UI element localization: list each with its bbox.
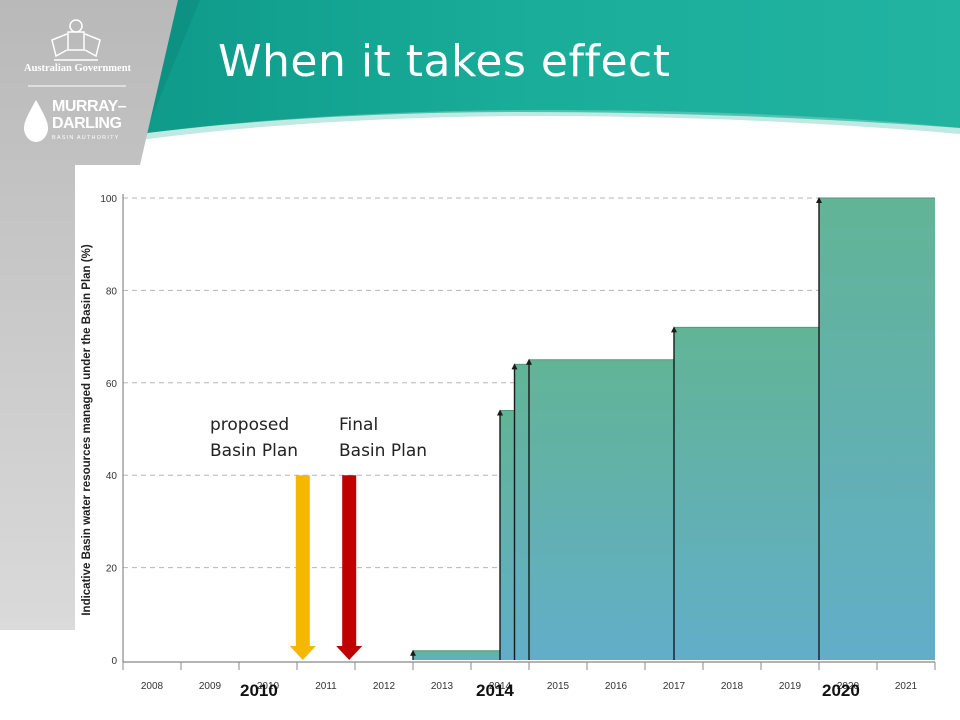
x-tick-label: 2014 <box>489 681 512 692</box>
y-tick-label: 20 <box>106 564 118 575</box>
step-riser-arrowhead <box>526 358 532 365</box>
x-tick-label: 2012 <box>373 681 396 692</box>
y-axis-label: Indicative Basin water resources managed… <box>81 244 93 615</box>
plan-marker-arrow <box>289 475 316 660</box>
government-name: Australian Government <box>24 63 132 74</box>
area-step <box>674 327 819 660</box>
proposed-plan-line1: proposed <box>210 415 290 435</box>
chart: 0 20 40 60 80 100 2008 2009 2010 2011 2012 2013 201… <box>81 194 936 692</box>
step-riser-arrowhead <box>410 649 416 656</box>
x-tick-label: 2010 <box>257 681 280 692</box>
coat-of-arms-icon <box>51 19 101 61</box>
step-riser-arrowhead <box>511 363 518 370</box>
year-callout-2014: 2014 <box>476 681 514 700</box>
step-riser-arrowhead <box>671 326 677 333</box>
x-tick-label: 2021 <box>895 681 918 692</box>
x-tick-label: 2019 <box>779 681 802 692</box>
y-tick-label: 80 <box>106 286 118 297</box>
area-step <box>413 650 500 660</box>
final-plan-line2: Basin Plan <box>339 441 428 461</box>
header-wave <box>140 110 960 140</box>
plan-marker-arrow <box>336 475 363 660</box>
year-callout-2010: 2010 <box>240 681 278 700</box>
area-step <box>529 359 674 660</box>
area-step <box>500 410 515 660</box>
y-tick-label: 60 <box>106 379 118 390</box>
y-tick-label: 0 <box>111 656 117 667</box>
area-step <box>514 364 529 660</box>
authority-name-line3: BASIN AUTHORITY <box>52 135 120 141</box>
final-plan-annotation: Final Basin Plan <box>339 412 427 464</box>
x-tick-label: 2013 <box>431 681 454 692</box>
x-tick-label: 2008 <box>141 681 164 692</box>
x-tick-label: 2009 <box>199 681 222 692</box>
x-tick-label: 2011 <box>315 681 337 692</box>
authority-name-line2: DARLING <box>52 115 122 132</box>
y-tick-label: 100 <box>100 194 117 205</box>
x-tick-label: 2017 <box>663 681 686 692</box>
slide-title: When it takes effect <box>218 36 671 87</box>
proposed-plan-line2: Basin Plan <box>210 441 299 461</box>
year-callout-2020: 2020 <box>822 681 860 700</box>
step-riser-arrowhead <box>497 409 503 416</box>
water-drop-icon <box>24 100 48 142</box>
x-tick-label: 2018 <box>721 681 744 692</box>
left-sidebar <box>0 0 178 630</box>
proposed-plan-annotation: proposed Basin Plan <box>210 412 298 464</box>
x-tick-label: 2020 <box>837 681 860 692</box>
header-band <box>140 0 960 134</box>
area-step <box>819 198 935 660</box>
final-plan-line1: Final <box>339 415 379 435</box>
step-riser-arrowhead <box>816 197 822 203</box>
authority-name-line1: MURRAY– <box>52 98 127 115</box>
x-tick-label: 2016 <box>605 681 628 692</box>
y-tick-label: 40 <box>106 471 118 482</box>
x-tick-label: 2015 <box>547 681 570 692</box>
